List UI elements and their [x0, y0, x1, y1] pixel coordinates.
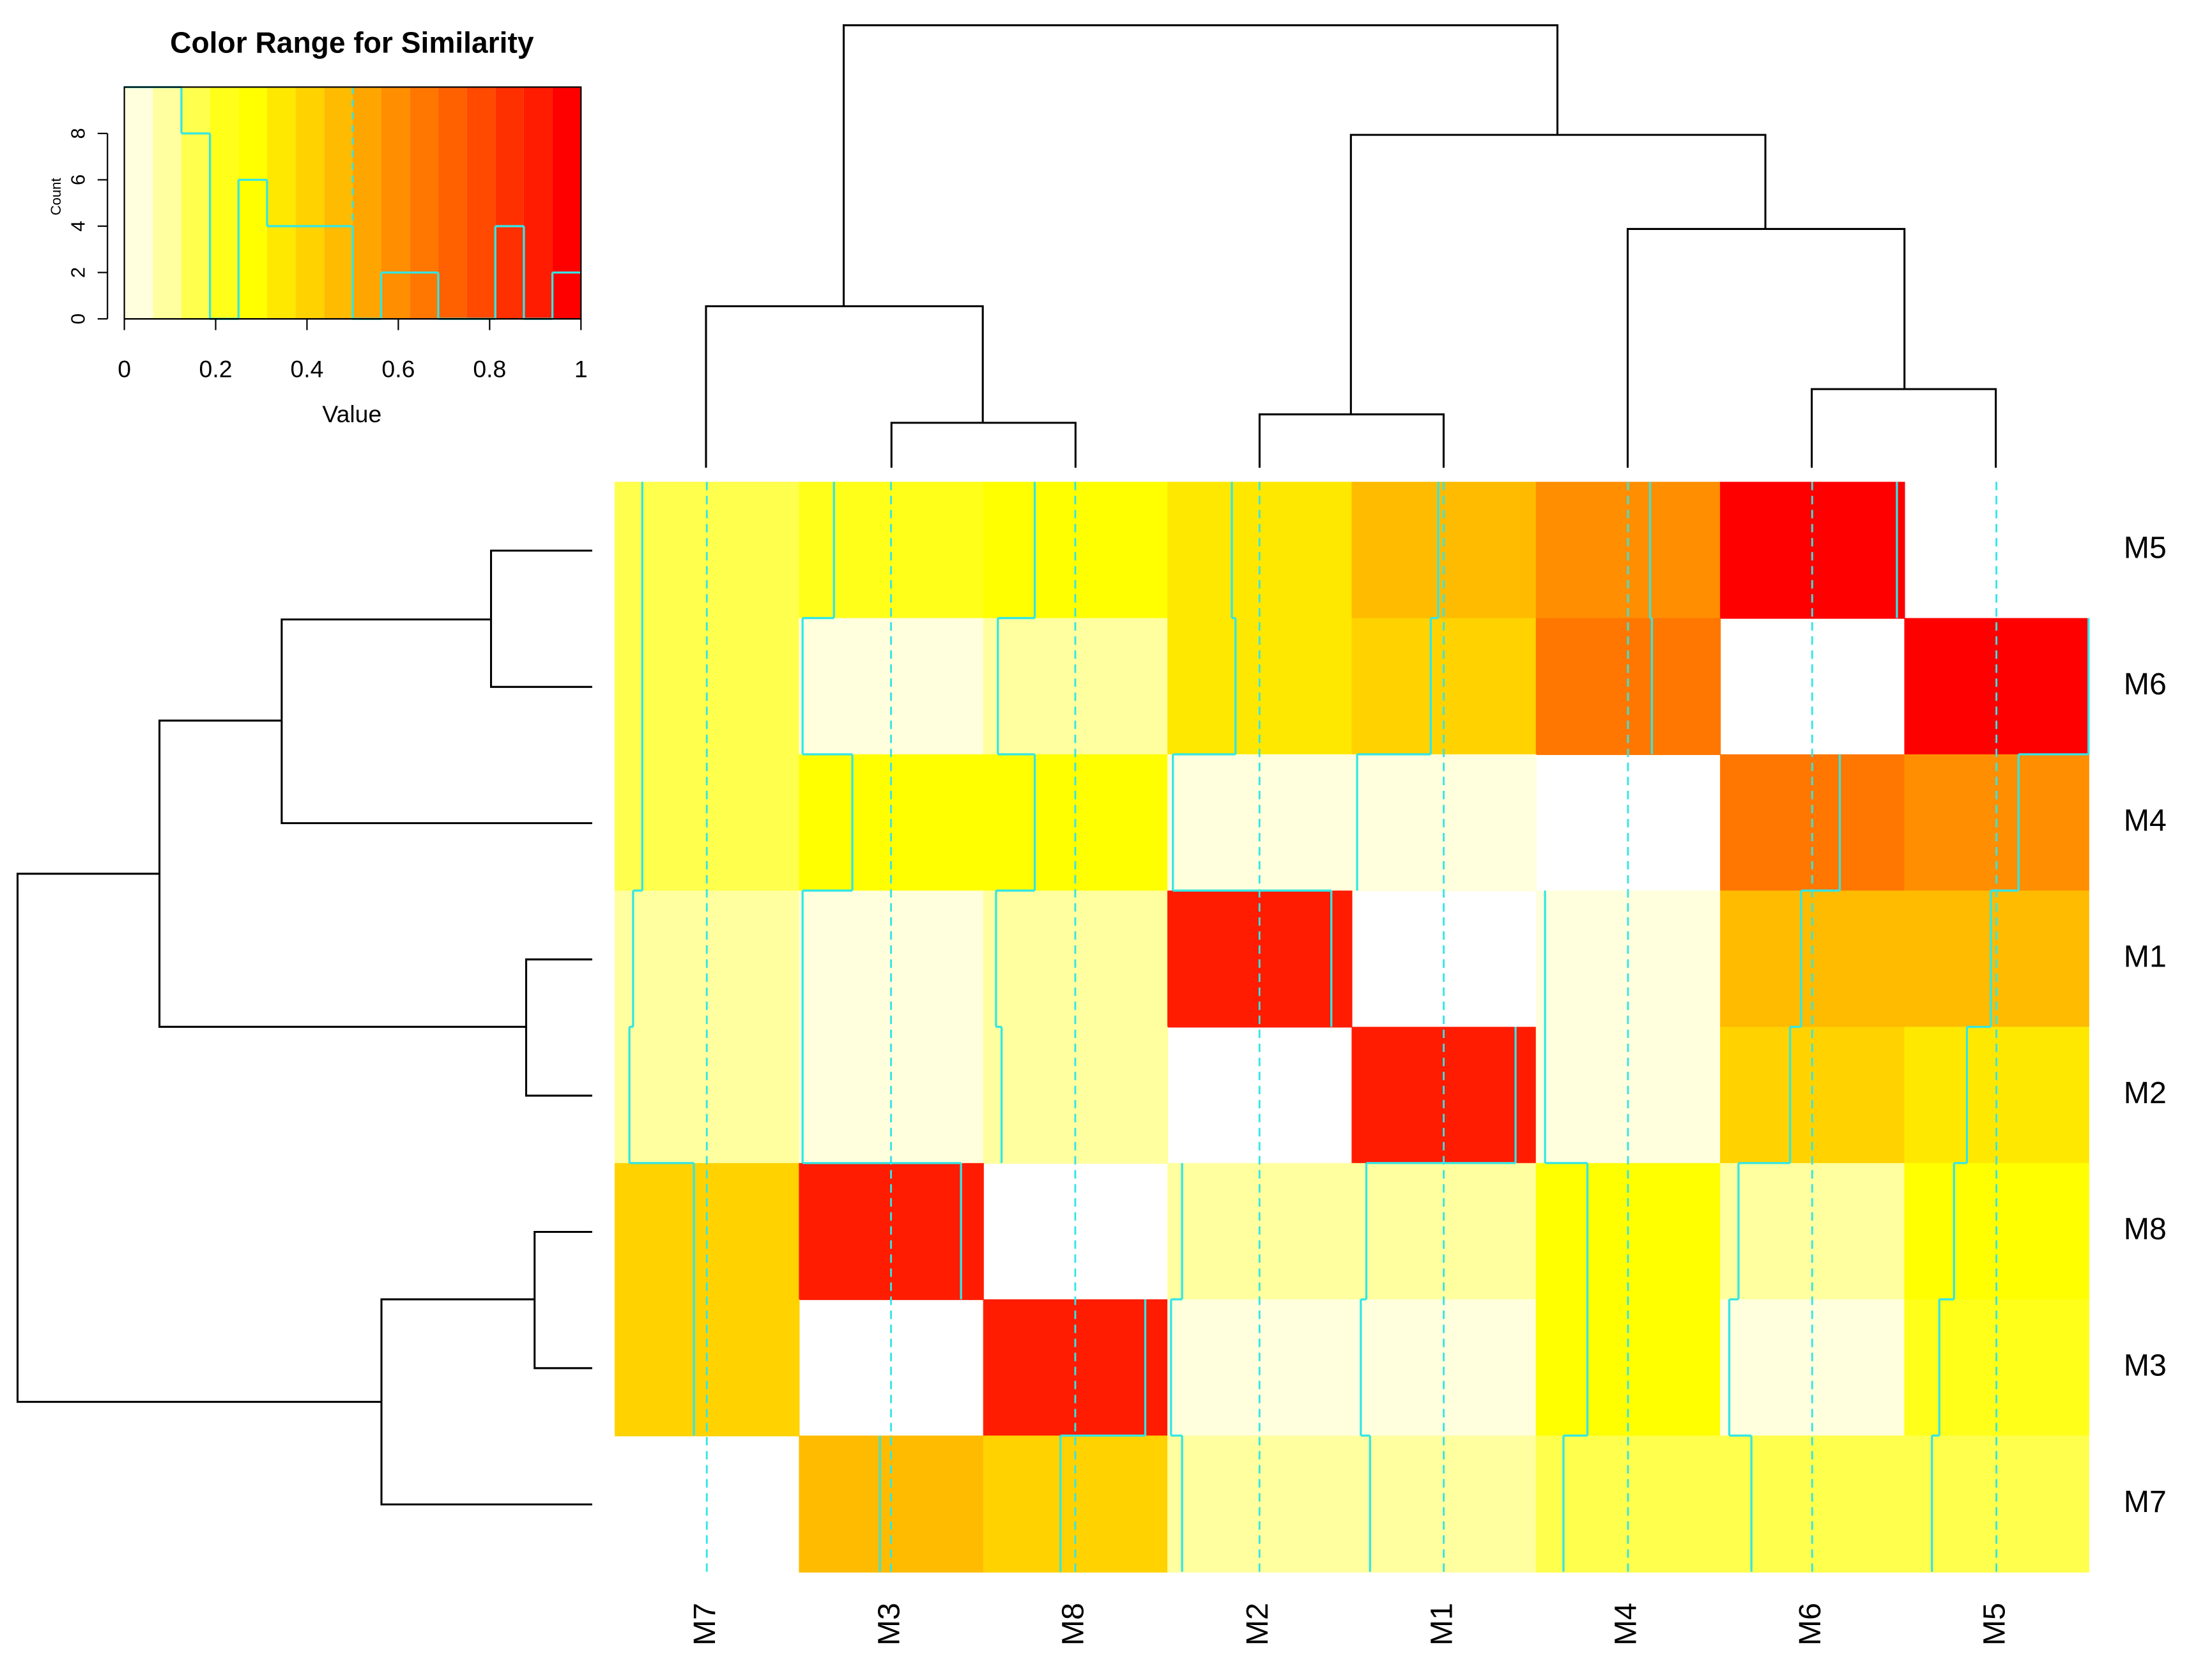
key-color	[352, 87, 381, 319]
key-color	[124, 87, 153, 319]
key-color	[381, 87, 410, 319]
row-label: M7	[2124, 1485, 2167, 1519]
key-color	[523, 87, 553, 319]
column-label: M4	[1609, 1603, 1643, 1646]
row-label: M2	[2124, 1076, 2167, 1110]
row-dendrogram	[16, 549, 592, 1506]
key-x-label: Value	[322, 401, 381, 427]
y-tick-label: 8	[66, 128, 89, 139]
key-color	[238, 87, 267, 319]
key-color	[495, 87, 524, 319]
key-color	[181, 87, 210, 319]
x-tick-label: 0.8	[473, 355, 506, 382]
y-tick-label: 4	[66, 220, 89, 231]
column-label: M1	[1424, 1603, 1459, 1646]
row-label: M5	[2124, 531, 2167, 565]
key-title: Color Range for Similarity	[170, 26, 534, 59]
key-color	[410, 87, 438, 319]
row-label: M8	[2124, 1212, 2167, 1246]
key-y-label: Count	[48, 178, 64, 216]
row-label: M3	[2124, 1348, 2167, 1383]
key-color	[266, 87, 296, 319]
key-color	[210, 87, 239, 319]
key-color	[552, 87, 581, 319]
column-label: M2	[1240, 1603, 1275, 1646]
column-label: M3	[871, 1603, 906, 1646]
x-tick-label: 0	[118, 355, 131, 382]
key-color	[466, 87, 496, 319]
x-tick-label: 0.2	[199, 355, 233, 382]
column-dendrogram	[705, 24, 1997, 468]
column-label: M6	[1793, 1603, 1827, 1646]
y-tick-label: 6	[66, 174, 89, 185]
x-tick-label: 0.4	[290, 355, 323, 382]
x-tick-label: 0.6	[381, 355, 415, 382]
column-label: M8	[1056, 1603, 1091, 1646]
column-label: M7	[687, 1603, 722, 1646]
y-tick-label: 2	[66, 267, 89, 278]
row-label: M4	[2124, 803, 2167, 837]
row-label: M1	[2124, 940, 2167, 974]
row-label: M6	[2124, 667, 2167, 701]
y-tick-label: 0	[66, 314, 89, 325]
column-label: M5	[1977, 1603, 2011, 1646]
key-color	[438, 87, 467, 319]
key-color	[295, 87, 325, 319]
key-color	[153, 87, 181, 319]
x-tick-label: 1	[574, 355, 588, 382]
key-color	[324, 87, 353, 319]
